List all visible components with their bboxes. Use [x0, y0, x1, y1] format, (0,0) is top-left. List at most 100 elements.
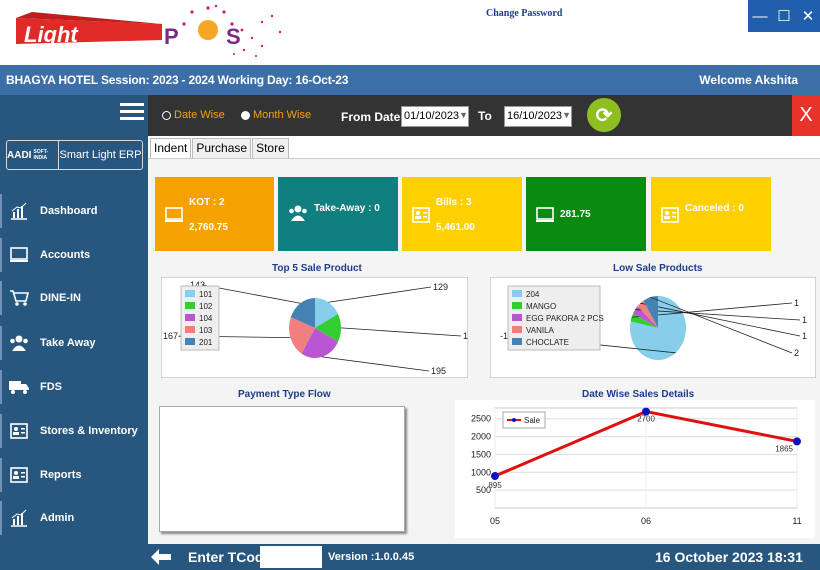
minimize-button[interactable]: —: [752, 7, 768, 25]
pie-data-label: 1: [802, 315, 807, 325]
pie-data-label: 2: [794, 348, 799, 358]
legend-label: Sale: [524, 416, 541, 425]
id-card-icon: [0, 467, 38, 483]
aadi-logo: AADI SOFT-INDIA: [7, 141, 59, 169]
legend-swatch: [185, 326, 195, 333]
sidebar: [0, 95, 148, 570]
sidebar-item-label: FDS: [40, 381, 62, 393]
kot-title: KOT : 2: [189, 197, 225, 208]
app-logo: Light P S: [16, 4, 282, 57]
canceled-card[interactable]: Canceled : 0: [651, 177, 771, 251]
svg-text:Light: Light: [24, 22, 79, 47]
sidebar-item-fds[interactable]: FDS: [0, 366, 148, 408]
date-wise-radio[interactable]: Date Wise: [162, 109, 225, 121]
back-arrow-icon[interactable]: [150, 548, 172, 566]
sidebar-item-take-away[interactable]: Take Away: [0, 322, 148, 364]
maximize-button[interactable]: ☐: [777, 8, 791, 25]
erp-brand-badge: AADI SOFT-INDIA Smart Light ERP: [6, 140, 143, 170]
sidebar-item-dashboard[interactable]: Dashboard: [0, 190, 148, 232]
leader-line: [328, 286, 432, 303]
sidebar-item-accounts[interactable]: Accounts: [0, 234, 148, 276]
amount-card[interactable]: 281.75: [526, 177, 646, 251]
legend-marker: [512, 418, 516, 422]
bills-card[interactable]: Bills : 3 5,461.00: [402, 177, 522, 251]
leader-line: [631, 302, 793, 318]
id-card-icon: [412, 207, 430, 223]
take-away-card[interactable]: Take-Away : 0: [278, 177, 398, 251]
y-tick-label: 1000: [471, 467, 491, 477]
sidebar-item-admin[interactable]: Admin: [0, 497, 148, 539]
pie-data-label: 116: [463, 331, 468, 341]
to-date-value: 16/10/2023: [507, 110, 563, 122]
to-date-picker[interactable]: 16/10/2023 ▼: [504, 106, 572, 127]
legend-swatch: [512, 314, 522, 321]
close-window-button[interactable]: ✕: [801, 8, 815, 25]
sidebar-item-label: Admin: [40, 512, 75, 524]
tab-indent[interactable]: Indent: [150, 138, 192, 158]
legend-label: MANGO: [526, 302, 556, 311]
hamburger-menu-icon[interactable]: [120, 101, 144, 121]
date-sales-title: Date Wise Sales Details: [582, 389, 695, 400]
legend-label: CHOCLATE: [526, 338, 569, 347]
from-date-picker[interactable]: 01/10/2023 ▼: [401, 106, 469, 127]
radio-circle: [241, 110, 250, 120]
pie-data-label: 1: [802, 331, 807, 341]
tab-strip: Indent Purchase Store: [150, 138, 290, 158]
session-header: BHAGYA HOTEL Session: 2023 - 2024 Workin…: [0, 65, 820, 95]
legend-label: VANILA: [526, 326, 555, 335]
low-sale-title: Low Sale Products: [613, 263, 703, 274]
kot-card[interactable]: KOT : 2 2,760.75: [155, 177, 274, 251]
leader-line: [650, 296, 793, 354]
enter-tcode-label: Enter TCode: [188, 549, 272, 565]
pie-slice-201: [290, 298, 315, 328]
kot-value: 2,760.75: [189, 222, 228, 233]
pie-slice-102: [315, 313, 341, 342]
take-away-title: Take-Away : 0: [314, 203, 380, 214]
tab-store[interactable]: Store: [252, 138, 289, 158]
refresh-button[interactable]: ⟳: [587, 98, 621, 132]
sidebar-item-dine-in[interactable]: DINE-IN: [0, 277, 148, 319]
chevron-down-icon: ▼: [459, 110, 468, 120]
pie-slice-vanila: [637, 300, 658, 328]
y-tick-label: 2500: [471, 414, 491, 424]
tcode-input[interactable]: [260, 546, 322, 568]
sidebar-item-label: Stores & Inventory: [40, 425, 138, 437]
legend-swatch: [512, 338, 522, 345]
close-dashboard-button[interactable]: X: [792, 95, 820, 136]
y-tick-label: 500: [476, 485, 491, 495]
month-wise-radio[interactable]: Month Wise: [241, 109, 311, 121]
filter-toolbar: [148, 95, 820, 136]
change-password-link[interactable]: Change Password: [486, 8, 563, 19]
tab-purchase[interactable]: Purchase: [192, 138, 252, 158]
bills-value: 5,461.00: [436, 222, 475, 233]
top-sale-title: Top 5 Sale Product: [272, 263, 362, 274]
x-tick-label: 05: [490, 516, 500, 526]
amount-value: 281.75: [560, 209, 591, 220]
from-date-value: 01/10/2023: [404, 110, 460, 122]
sidebar-item-label: DINE-IN: [40, 292, 81, 304]
pie-data-label: 129: [433, 282, 448, 292]
data-label: 1865: [775, 444, 793, 453]
sidebar-item-stores-inventory[interactable]: Stores & Inventory: [0, 410, 148, 452]
sidebar-item-reports[interactable]: Reports: [0, 454, 148, 496]
datetime-display: 16 October 2023 18:31: [655, 549, 803, 565]
data-label: 895: [488, 481, 502, 490]
legend-swatch: [512, 290, 522, 297]
leader-line: [340, 327, 462, 337]
legend-label: 201: [199, 338, 213, 347]
legend-box: [502, 411, 546, 429]
monitor-icon: [536, 207, 554, 222]
date-sales-chart: 2500 2000 1500 1000 500 05 06 11 895 2700 1865 Sale: [455, 400, 815, 538]
legend-label: EGG PAKORA 2 PCS: [526, 314, 604, 323]
x-tick-label: 06: [641, 516, 651, 526]
truck-icon: [0, 379, 38, 395]
cart-icon: [0, 289, 38, 307]
data-point: [491, 472, 499, 481]
users-icon: [0, 334, 38, 352]
pie-slice-choclate: [643, 296, 658, 328]
pie-data-label: 143: [190, 280, 205, 290]
pie-slice-104: [301, 328, 339, 358]
id-card-icon: [0, 423, 38, 439]
svg-text:P: P: [164, 24, 179, 49]
